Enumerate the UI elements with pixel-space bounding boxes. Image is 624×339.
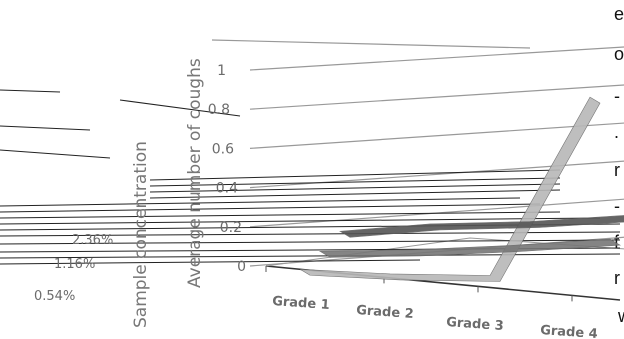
gridline xyxy=(211,39,531,49)
depth-plane-line xyxy=(0,149,111,159)
series-ribbon xyxy=(299,96,601,282)
edge-text-fragment: e xyxy=(614,4,624,24)
y-tick-label: 1 xyxy=(217,63,226,79)
depth-plane-line xyxy=(0,89,61,93)
depth-plane-line xyxy=(119,99,241,117)
edge-text-fragment: r xyxy=(614,268,620,288)
edge-text-fragment: - xyxy=(614,86,620,106)
gridline xyxy=(249,84,624,110)
edge-text-fragment: r xyxy=(614,160,620,180)
gridline xyxy=(249,46,624,71)
y-tick-label: 0.8 xyxy=(208,102,230,118)
y-tick-label: 0.6 xyxy=(212,141,234,157)
series-ribbon xyxy=(339,215,624,238)
depth-plane-line xyxy=(149,183,561,193)
gridline xyxy=(249,160,624,189)
x-tick-label: Grade 4 xyxy=(540,323,598,339)
depth-axis-label: Sample concentration xyxy=(131,141,151,328)
edge-text-fragment: . xyxy=(614,122,620,142)
x-tick-labels: Grade 1 Grade 2 Grade 3 Grade 4 xyxy=(272,294,598,339)
depth-plane-line xyxy=(149,177,561,187)
depth-plane-line xyxy=(0,253,621,259)
depth-plane-line xyxy=(0,211,561,219)
x-tick-label: Grade 2 xyxy=(356,303,414,322)
depth-plane-line xyxy=(149,189,561,199)
depth-plane-line xyxy=(0,197,521,207)
y-tick-label: 0 xyxy=(237,259,246,275)
y-tick-label: 0.4 xyxy=(216,181,238,197)
series-depth-label: 0.54% xyxy=(34,289,75,304)
depth-plane-line xyxy=(0,125,91,131)
y-tick-label: 0.2 xyxy=(220,220,242,236)
edge-text-fragment: - xyxy=(614,196,620,216)
edge-text-fragment: w xyxy=(618,306,624,327)
series-group xyxy=(299,96,624,282)
depth-plane-line xyxy=(0,203,541,213)
series-ribbon xyxy=(318,238,621,258)
series-depth-label: 1.16% xyxy=(54,257,95,272)
x-tick-label: Grade 3 xyxy=(446,315,504,334)
y-axis-label: Average number of coughs xyxy=(185,58,205,288)
series-depth-label: 2.36% xyxy=(72,233,113,248)
series-depth-labels: 0.54% 1.16% 2.36% xyxy=(34,233,113,304)
edge-text-fragment: f xyxy=(614,232,620,252)
depth-plane-line xyxy=(0,217,601,225)
gridline xyxy=(249,198,624,228)
y-tick-labels: 0 0.2 0.4 0.6 0.8 1 xyxy=(208,63,246,275)
edge-text-fragment: o xyxy=(614,44,624,64)
x-tick-label: Grade 1 xyxy=(272,294,330,313)
depth-plane-line xyxy=(0,259,421,265)
depth-plane-line xyxy=(149,169,561,181)
